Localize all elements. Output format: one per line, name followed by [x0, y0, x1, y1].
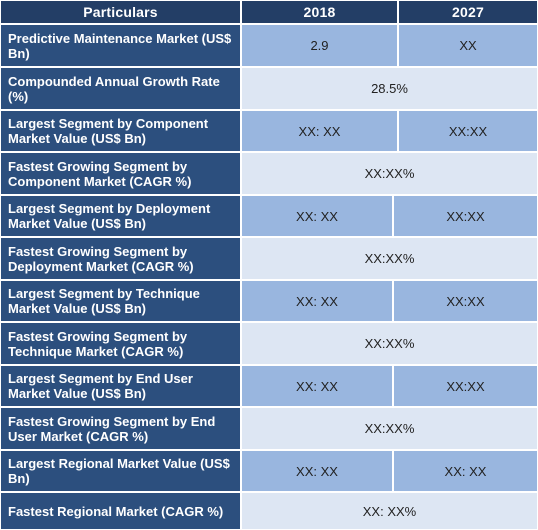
value-2027: XX:XX: [394, 281, 537, 321]
value-2027: XX: XX: [394, 451, 537, 491]
value-2027: XX:XX: [394, 196, 537, 236]
value-merged: XX:XX%: [242, 323, 537, 364]
value-2018: 2.9: [242, 25, 397, 66]
row-label: Largest Segment by Technique Market Valu…: [1, 281, 240, 321]
value-2027: XX:XX: [394, 366, 537, 406]
row-label: Fastest Regional Market (CAGR %): [1, 493, 240, 529]
row-label: Largest Segment by End User Market Value…: [1, 366, 240, 406]
row-label: Largest Segment by Component Market Valu…: [1, 111, 240, 151]
value-2018: XX: XX: [242, 281, 392, 321]
header-2018: 2018: [242, 1, 397, 23]
value-2027: XX: [399, 25, 537, 66]
row-label: Fastest Growing Segment by Technique Mar…: [1, 323, 240, 364]
value-2018: XX: XX: [242, 111, 397, 151]
value-2018: XX: XX: [242, 451, 392, 491]
row-label: Fastest Growing Segment by Deployment Ma…: [1, 238, 240, 279]
row-label: Fastest Growing Segment by End User Mark…: [1, 408, 240, 449]
value-merged: XX:XX%: [242, 238, 537, 279]
row-label: Predictive Maintenance Market (US$ Bn): [1, 25, 240, 66]
value-2018: XX: XX: [242, 366, 392, 406]
header-particulars: Particulars: [1, 1, 240, 23]
header-2027: 2027: [399, 1, 537, 23]
value-2027: XX:XX: [399, 111, 537, 151]
row-label: Largest Regional Market Value (US$ Bn): [1, 451, 240, 491]
value-merged: XX:XX%: [242, 153, 537, 194]
row-label: Compounded Annual Growth Rate (%): [1, 68, 240, 109]
value-merged: XX: XX%: [242, 493, 537, 529]
value-2018: XX: XX: [242, 196, 392, 236]
row-label: Largest Segment by Deployment Market Val…: [1, 196, 240, 236]
value-merged: 28.5%: [242, 68, 537, 109]
value-merged: XX:XX%: [242, 408, 537, 449]
row-label: Fastest Growing Segment by Component Mar…: [1, 153, 240, 194]
